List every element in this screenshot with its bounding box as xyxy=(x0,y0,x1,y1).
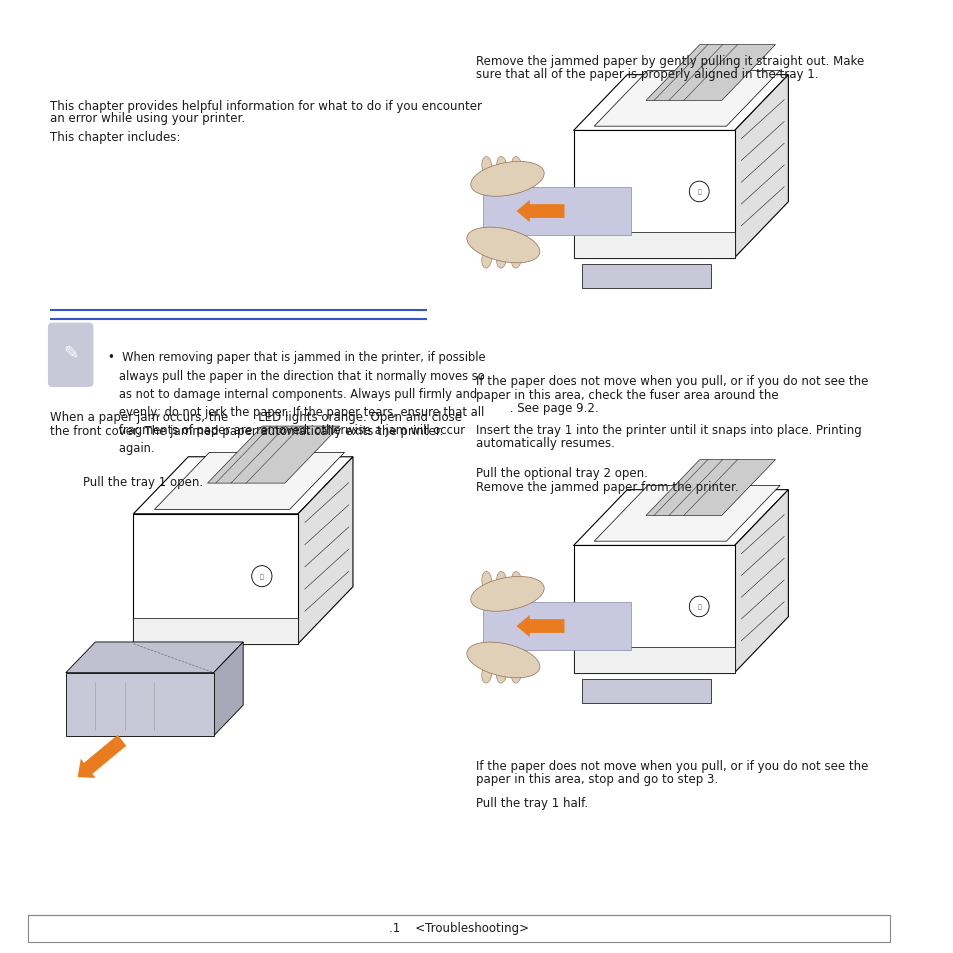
Text: paper in this area, check the fuser area around the: paper in this area, check the fuser area… xyxy=(475,388,778,401)
Bar xyxy=(581,679,710,703)
Polygon shape xyxy=(573,75,787,132)
Ellipse shape xyxy=(481,664,492,683)
Polygon shape xyxy=(594,486,780,541)
Ellipse shape xyxy=(497,664,506,683)
Ellipse shape xyxy=(481,250,492,269)
Ellipse shape xyxy=(511,157,521,176)
Bar xyxy=(28,915,889,942)
Text: If the paper does not move when you pull, or if you do not see the: If the paper does not move when you pull… xyxy=(475,759,867,772)
Text: ✎: ✎ xyxy=(63,345,78,362)
Ellipse shape xyxy=(497,157,506,176)
Text: .1    <Troubleshooting>: .1 <Troubleshooting> xyxy=(389,921,529,934)
FancyArrow shape xyxy=(77,735,126,778)
Text: Pull the tray 1 open.: Pull the tray 1 open. xyxy=(83,476,203,489)
Polygon shape xyxy=(66,642,243,673)
Text: the front cover. The jammed paper automatically exits the printer.: the front cover. The jammed paper automa… xyxy=(51,424,443,437)
Polygon shape xyxy=(573,490,787,546)
Text: sure that all of the paper is properly aligned in the tray 1.: sure that all of the paper is properly a… xyxy=(475,68,817,81)
Text: Pull the optional tray 2 open.: Pull the optional tray 2 open. xyxy=(475,466,647,479)
Text: This chapter provides helpful information for what to do if you encounter: This chapter provides helpful informatio… xyxy=(51,99,482,112)
Polygon shape xyxy=(734,75,787,258)
Ellipse shape xyxy=(497,572,506,591)
Text: always pull the paper in the direction that it normally moves so: always pull the paper in the direction t… xyxy=(109,369,484,382)
Text: fragments of paper are removed; otherwise a jam will occur: fragments of paper are removed; otherwis… xyxy=(109,423,465,436)
Text: Remove the jammed paper by gently pulling it straight out. Make: Remove the jammed paper by gently pullin… xyxy=(475,54,862,68)
Text: ⓞ: ⓞ xyxy=(260,574,263,579)
Ellipse shape xyxy=(466,228,539,264)
Ellipse shape xyxy=(466,642,539,679)
Circle shape xyxy=(252,566,272,587)
Ellipse shape xyxy=(470,577,543,612)
Polygon shape xyxy=(734,490,787,673)
Bar xyxy=(581,264,710,288)
Ellipse shape xyxy=(511,250,521,269)
Text: . See page 9.2.: . See page 9.2. xyxy=(475,401,598,415)
Text: ⓞ: ⓞ xyxy=(697,190,700,195)
Bar xyxy=(573,647,734,673)
Circle shape xyxy=(689,597,708,618)
FancyArrow shape xyxy=(516,616,564,638)
Bar xyxy=(133,515,297,644)
Text: ⓞ: ⓞ xyxy=(697,604,700,610)
Text: an error while using your printer.: an error while using your printer. xyxy=(51,112,245,125)
Circle shape xyxy=(689,182,708,203)
Ellipse shape xyxy=(481,157,492,176)
Ellipse shape xyxy=(511,572,521,591)
Polygon shape xyxy=(482,603,631,650)
Text: paper in this area, stop and go to step 3.: paper in this area, stop and go to step … xyxy=(475,772,717,785)
Text: as not to damage internal components. Always pull firmly and: as not to damage internal components. Al… xyxy=(109,387,476,400)
Bar xyxy=(573,132,734,258)
Text: This chapter includes:: This chapter includes: xyxy=(51,131,181,144)
Polygon shape xyxy=(297,457,353,644)
Bar xyxy=(573,233,734,258)
Polygon shape xyxy=(154,453,344,510)
Bar xyxy=(573,546,734,673)
Text: Remove the jammed paper from the printer.: Remove the jammed paper from the printer… xyxy=(475,480,738,494)
Polygon shape xyxy=(482,189,631,235)
Ellipse shape xyxy=(481,572,492,591)
Polygon shape xyxy=(207,427,339,483)
Polygon shape xyxy=(645,460,775,516)
Ellipse shape xyxy=(497,250,506,269)
Text: •  When removing paper that is jammed in the printer, if possible: • When removing paper that is jammed in … xyxy=(109,351,485,364)
Text: When a paper jam occurs, the        LED lights orange. Open and close: When a paper jam occurs, the LED lights … xyxy=(51,410,462,423)
Polygon shape xyxy=(213,642,243,736)
Text: evenly; do not jerk the paper. If the paper tears, ensure that all: evenly; do not jerk the paper. If the pa… xyxy=(109,405,484,418)
Text: automatically resumes.: automatically resumes. xyxy=(475,436,614,450)
Text: again.: again. xyxy=(109,441,154,455)
Polygon shape xyxy=(645,46,775,101)
Bar xyxy=(133,618,297,644)
Ellipse shape xyxy=(511,664,521,683)
Polygon shape xyxy=(133,457,353,515)
Text: Insert the tray 1 into the printer until it snaps into place. Printing: Insert the tray 1 into the printer until… xyxy=(475,423,861,436)
Ellipse shape xyxy=(470,162,543,197)
Bar xyxy=(66,673,213,736)
Text: If the paper does not move when you pull, or if you do not see the: If the paper does not move when you pull… xyxy=(475,375,867,388)
FancyBboxPatch shape xyxy=(49,324,92,387)
Polygon shape xyxy=(594,71,780,127)
FancyArrow shape xyxy=(516,201,564,223)
Text: Pull the tray 1 half.: Pull the tray 1 half. xyxy=(475,796,587,809)
